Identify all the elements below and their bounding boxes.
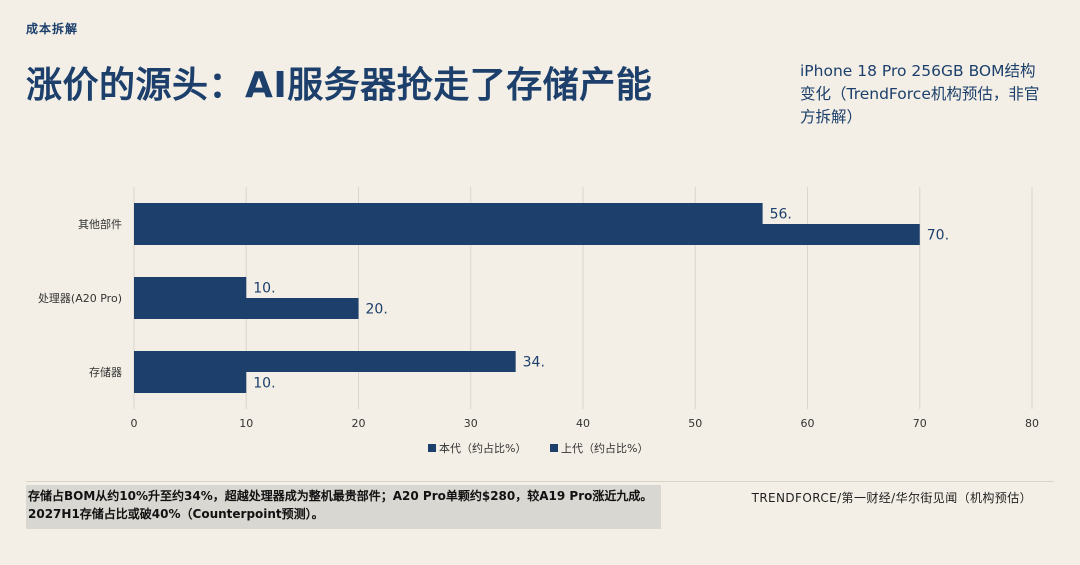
- bar: [134, 224, 920, 245]
- footnote-line-1: 存储占BOM从约10%升至约34%，超越处理器成为整机最贵部件；A20 Pro单…: [28, 489, 653, 503]
- footnote-box: 存储占BOM从约10%升至约34%，超越处理器成为整机最贵部件；A20 Pro单…: [26, 485, 661, 529]
- bar: [134, 351, 516, 372]
- page-title: 涨价的源头：AI服务器抢走了存储产能: [26, 65, 653, 106]
- source-credit: TRENDFORCE/第一财经/华尔街见闻（机构预估）: [751, 491, 1032, 505]
- x-tick-label: 20: [352, 417, 366, 430]
- x-tick-label: 30: [464, 417, 478, 430]
- data-label: 10.: [253, 281, 275, 297]
- legend-label: 本代（约占比%）: [439, 441, 526, 455]
- x-tick-label: 0: [131, 417, 138, 430]
- data-label: 70.: [927, 228, 949, 244]
- legend-swatch: [428, 444, 436, 452]
- x-tick-label: 60: [801, 417, 815, 430]
- legend-swatch: [550, 444, 558, 452]
- data-label: 20.: [366, 302, 388, 318]
- chart-description: iPhone 18 Pro 256GB BOM结构变化（TrendForce机构…: [800, 62, 1040, 126]
- footnote-line-2: 2027H1存储占比或破40%（Counterpoint预测）。: [28, 507, 324, 521]
- category-label: 处理器(A20 Pro): [38, 292, 122, 305]
- x-tick-label: 10: [239, 417, 253, 430]
- data-label: 56.: [770, 207, 792, 223]
- category-label: 其他部件: [78, 217, 122, 231]
- x-tick-label: 80: [1025, 417, 1039, 430]
- x-tick-label: 50: [688, 417, 702, 430]
- bar: [134, 277, 247, 298]
- data-label: 34.: [523, 355, 545, 371]
- category-label: 存储器: [89, 365, 122, 379]
- footer-divider: [26, 481, 1054, 482]
- bar: [134, 372, 247, 393]
- x-tick-label: 40: [576, 417, 590, 430]
- x-tick-label: 70: [913, 417, 927, 430]
- kicker-label: 成本拆解: [26, 22, 79, 36]
- data-label: 10.: [253, 376, 275, 392]
- bar: [134, 203, 763, 224]
- legend-label: 上代（约占比%）: [561, 441, 648, 455]
- bar: [134, 298, 359, 319]
